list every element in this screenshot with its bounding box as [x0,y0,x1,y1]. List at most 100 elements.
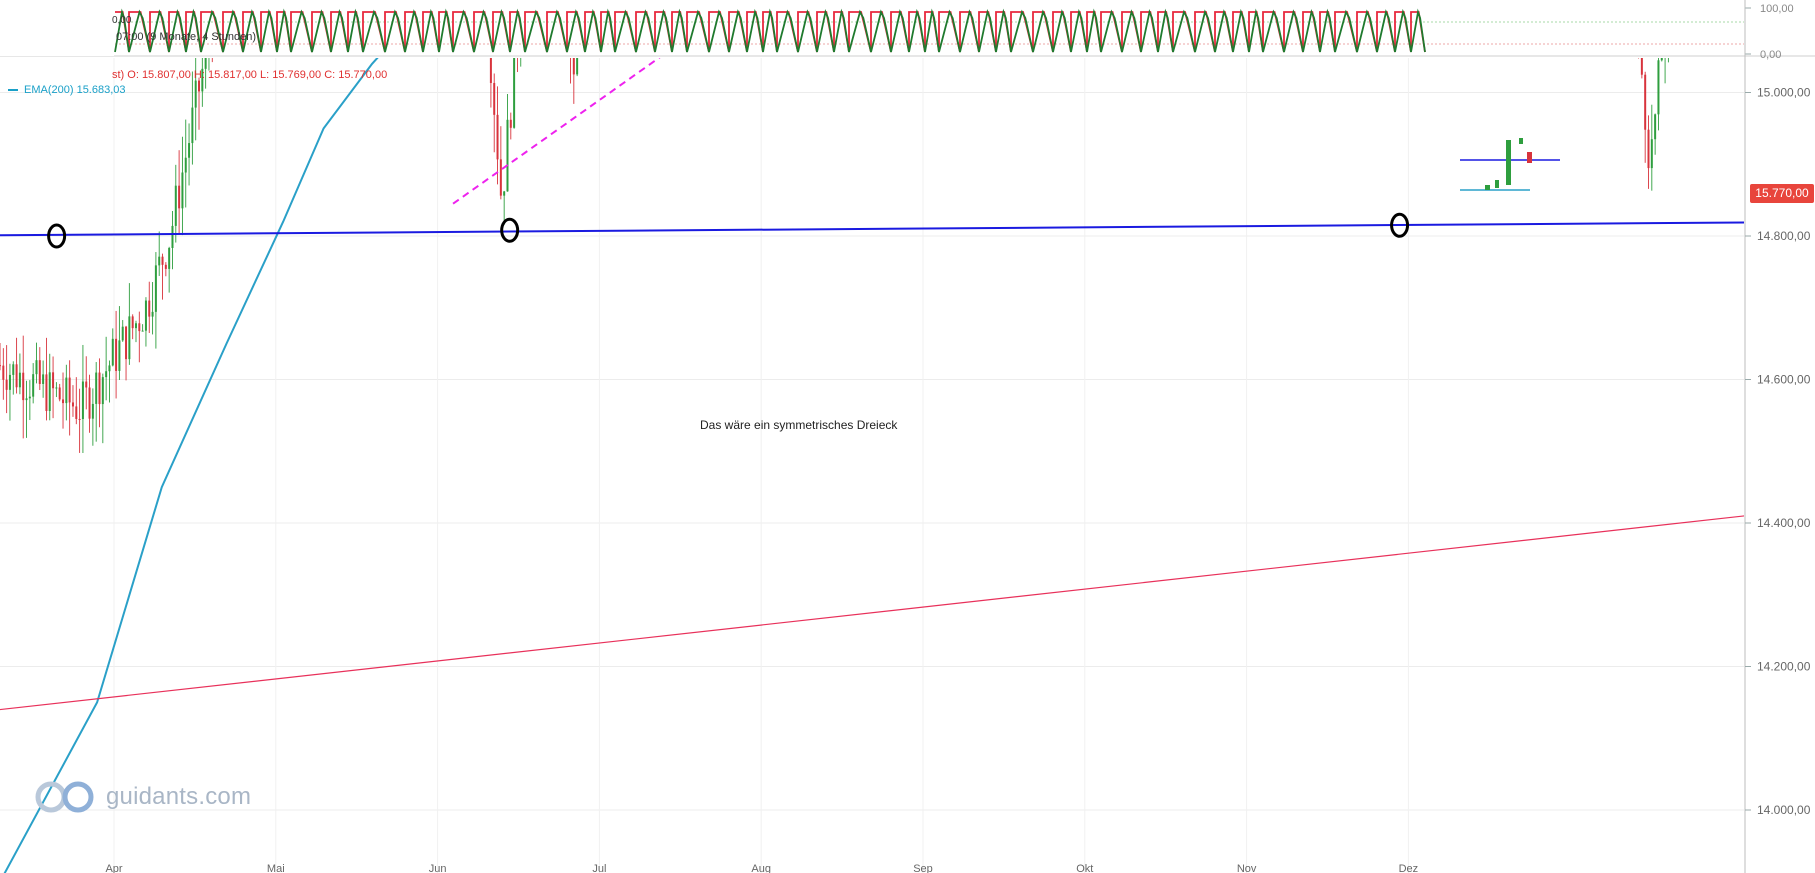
candle-body [35,360,38,375]
candle-body [198,80,201,92]
candle-body [68,377,71,403]
candle-body [42,374,45,384]
candle-body [81,381,84,420]
month-label: Jun [429,863,447,873]
oscillator-left-mask [0,10,114,56]
projection-candle [1506,140,1511,185]
price-tick-label: 14.600,00 [1757,373,1811,387]
candle-body [131,316,134,329]
candle-body [78,418,81,420]
price-tick-label: 14.400,00 [1757,516,1811,530]
candle-body [28,396,31,399]
month-label: Aug [751,863,771,873]
period-label: 07:00 (9 Monate, 4 Stunden) [116,31,257,43]
projection-candle [1527,152,1532,163]
candle-body [1650,139,1653,169]
candle-body [138,323,141,332]
projection-candle [1495,180,1499,188]
candle-body [148,300,151,317]
candle-body [62,399,65,404]
candle-body [161,256,164,265]
marker-circle [47,223,67,249]
candle-body [168,247,171,269]
guidants-logo: guidants.com [34,779,251,815]
candle-body [191,107,194,144]
candle-body [45,374,48,411]
price-tick-label: 14.200,00 [1757,660,1811,674]
month-label: Okt [1076,863,1093,873]
candle-body [91,403,94,419]
candle-body [108,365,111,372]
candle-body [1647,129,1650,169]
candle-body [12,364,15,375]
price-tick-label: 15.000,00 [1757,86,1811,100]
month-label: Sep [913,863,933,873]
candle-body [572,58,575,75]
candle-body [25,398,28,401]
candle-body [98,372,101,405]
candle-body [2,365,5,380]
candle-body [171,225,174,248]
candle-body [128,316,131,360]
month-label: Jul [592,863,606,873]
candle-body [499,159,502,196]
ema-legend: EMA(200) 15.683,03 [8,84,126,96]
candle-body [509,119,512,128]
month-label: Apr [105,863,122,873]
candle-body [204,58,207,69]
candle-body [141,330,144,332]
candle-body [71,402,74,407]
candle-body [489,58,492,83]
candle-body [111,338,114,366]
candle-body [178,185,181,209]
candle-body [154,265,157,312]
marker-circle [1390,212,1410,238]
oscillator-tick-label: 100,00 [1760,3,1794,15]
chart-annotation: Das wäre ein symmetrisches Dreieck [700,418,898,432]
oscillator-tick-label: 0,00 [1760,49,1781,61]
candle-body [188,143,191,158]
candle-body [576,58,579,75]
candle-body [1657,60,1660,115]
candle-body [164,264,167,269]
projection-candle [1485,185,1490,190]
projection-widget [1460,138,1560,191]
candle-body [506,119,509,192]
candle-body [85,381,88,388]
candle-body [48,372,51,411]
month-label: Dez [1399,863,1419,873]
candle-body [181,172,184,209]
candle-body [151,311,154,317]
month-label: Mai [267,863,285,873]
candle-body [15,364,18,388]
candle-body [8,374,11,390]
candle-body [121,326,124,341]
candle-body [115,338,118,371]
candle-body [201,68,204,92]
candle-body [194,80,197,108]
candle-body [55,387,58,389]
candle-body [158,256,161,266]
trendline-4 [0,515,1744,711]
ema-legend-text: EMA(200) 15.683,03 [24,84,126,96]
candle-body [18,372,21,388]
guidants-logo-icon [35,781,94,813]
candle-body [75,406,78,419]
candle-body [503,191,506,196]
candle-body [101,377,104,405]
price-tick-label: 14.800,00 [1757,229,1811,243]
ema-legend-swatch [8,89,18,92]
candle-body [174,185,177,226]
candle-body [1660,58,1663,61]
candle-body [0,365,1,367]
month-label: Nov [1237,863,1257,873]
projection-candle [1519,138,1523,144]
candle-body [493,82,496,115]
candle-body [88,387,91,419]
candle-body [134,323,137,329]
candle-body [22,372,25,401]
candle-body [125,326,128,360]
